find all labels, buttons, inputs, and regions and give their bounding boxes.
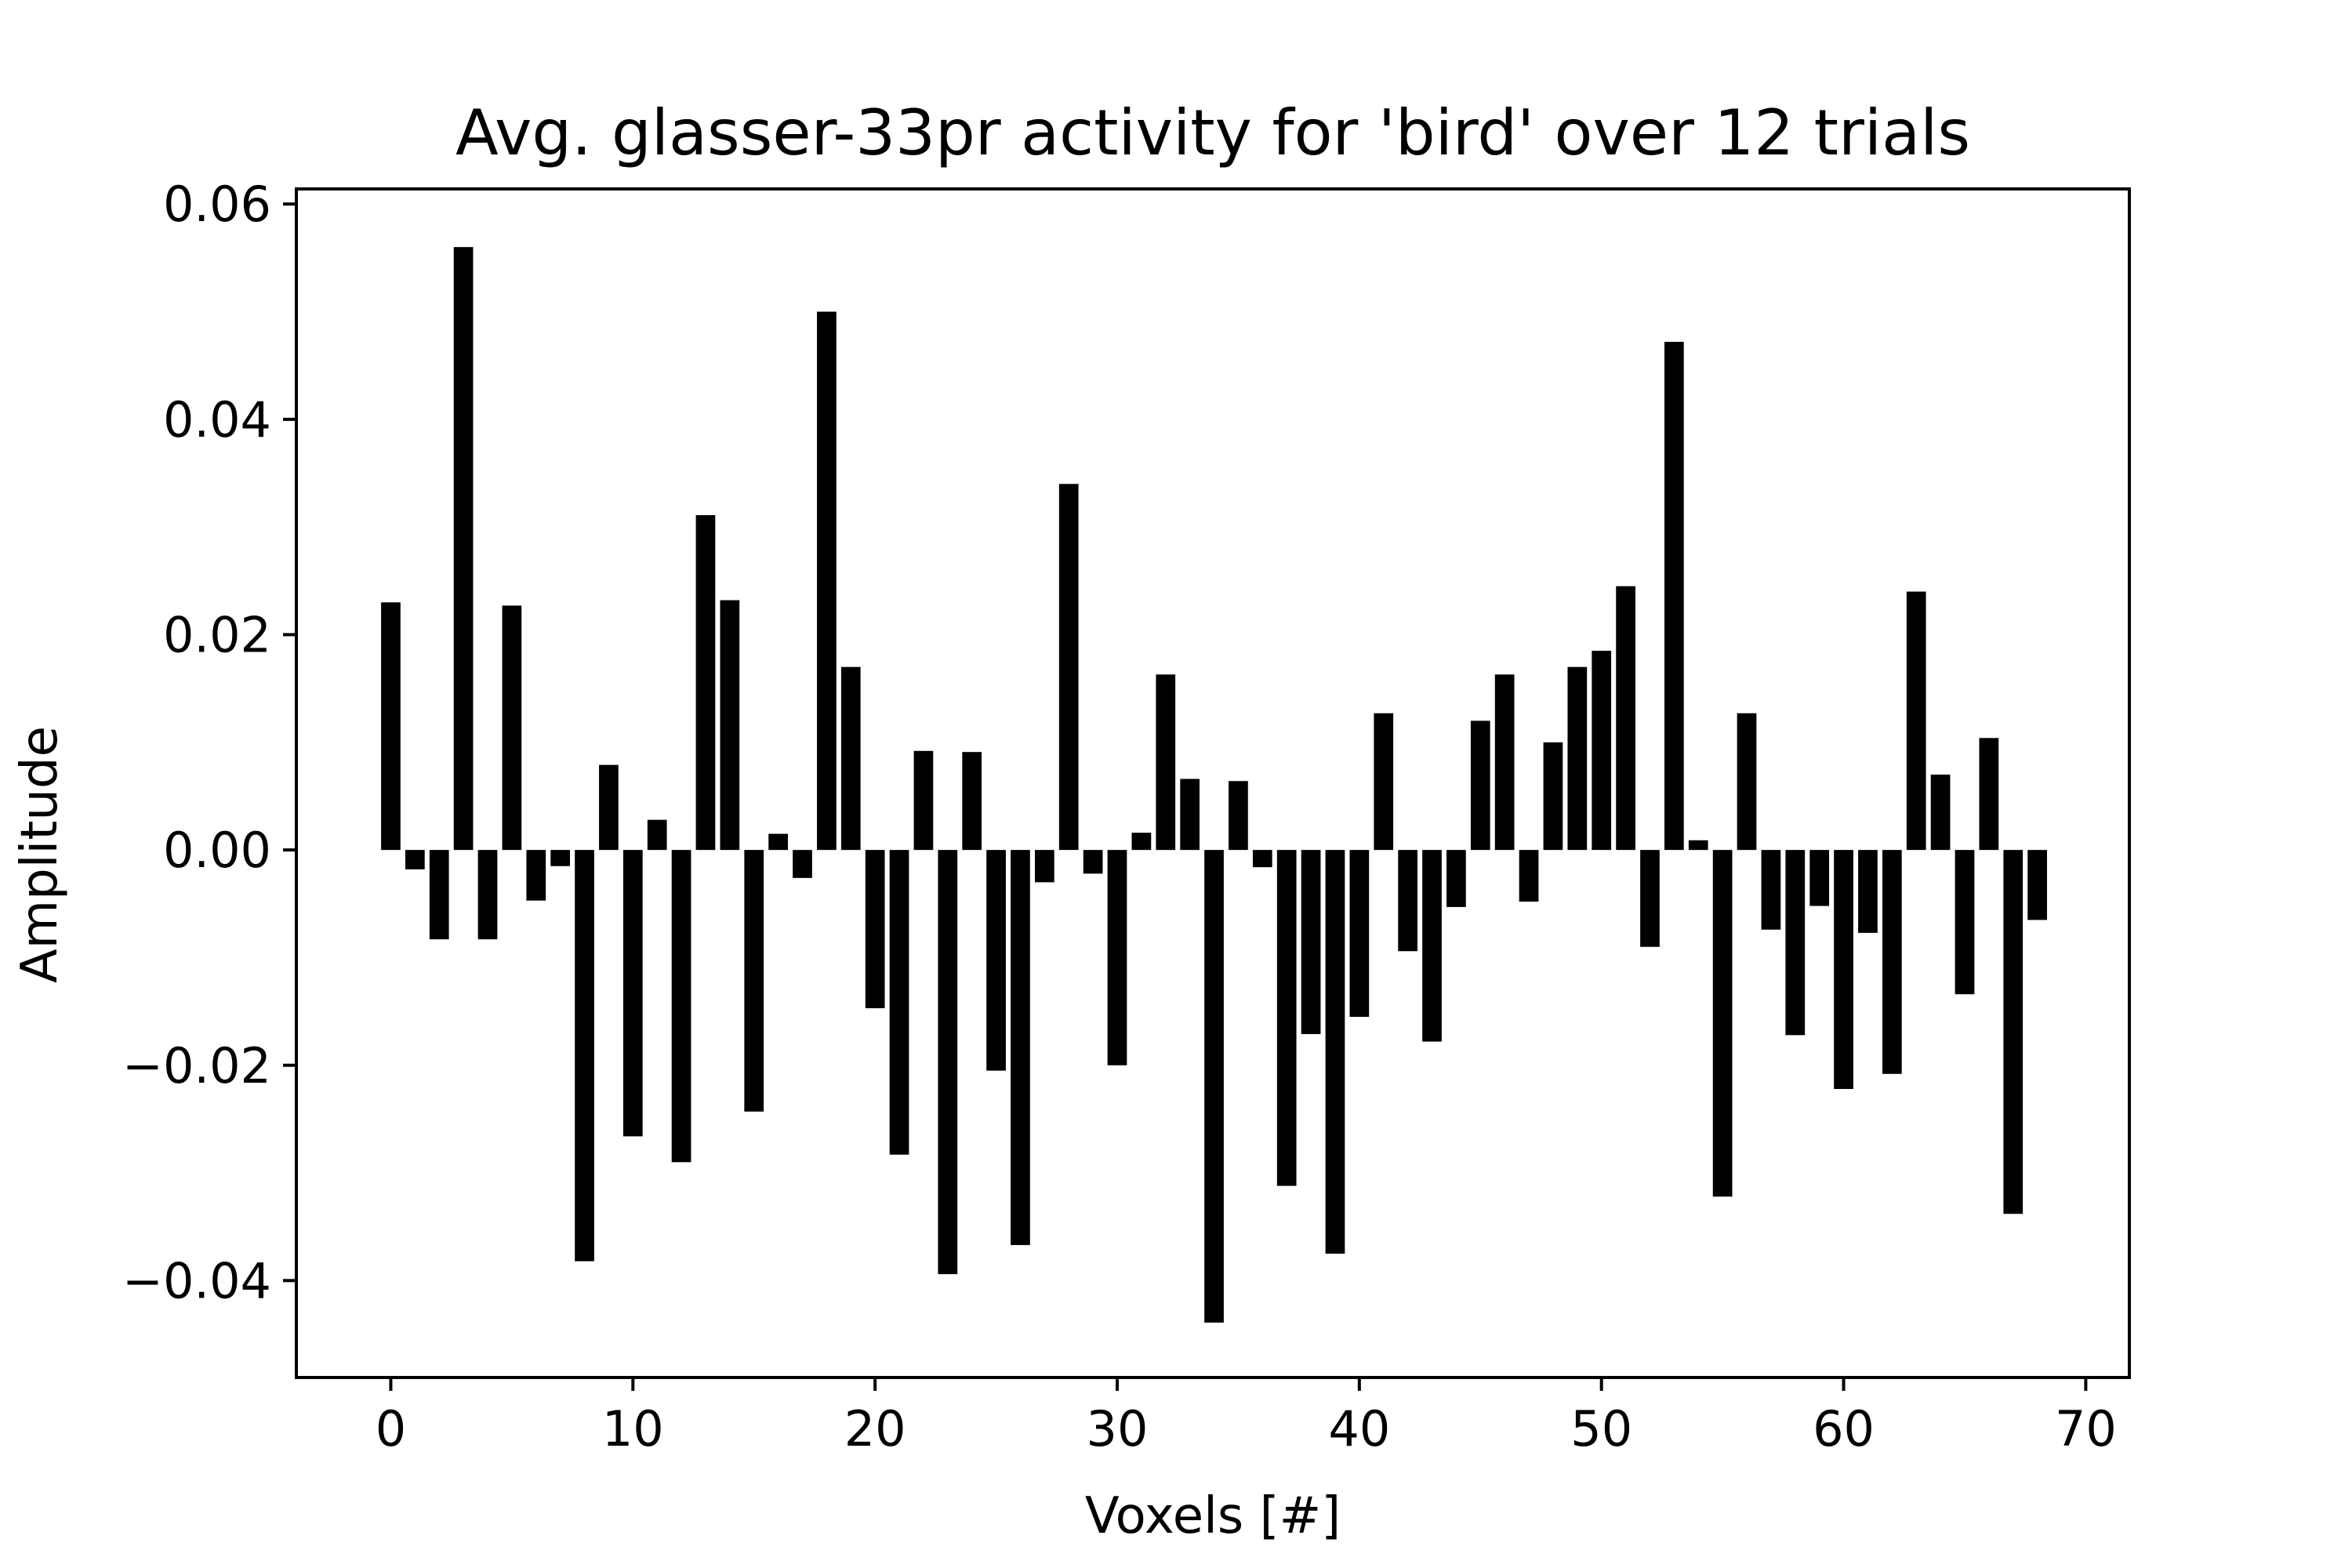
bar-voxel-12 bbox=[671, 850, 691, 1163]
bar-voxel-54 bbox=[1688, 840, 1708, 851]
bar-voxel-4 bbox=[477, 850, 498, 940]
x-axis-label: Voxels [#] bbox=[1085, 1487, 1341, 1545]
bar-voxel-6 bbox=[526, 850, 546, 901]
bar-voxel-43 bbox=[1422, 850, 1442, 1042]
bar-voxel-59 bbox=[1809, 850, 1830, 906]
bar-voxel-28 bbox=[1058, 484, 1079, 851]
plot-area bbox=[381, 247, 2047, 1323]
bar-voxel-1 bbox=[405, 850, 425, 869]
x-tick-label: 20 bbox=[844, 1400, 906, 1457]
bar-voxel-61 bbox=[1858, 850, 1878, 933]
bar-voxel-23 bbox=[938, 850, 958, 1275]
bar-voxel-36 bbox=[1252, 850, 1272, 868]
bar-voxel-9 bbox=[599, 764, 619, 851]
bar-voxel-47 bbox=[1519, 850, 1539, 902]
y-tick-label: 0.02 bbox=[163, 607, 271, 664]
bar-voxel-20 bbox=[865, 850, 885, 1008]
bar-voxel-13 bbox=[695, 515, 716, 851]
bar-voxel-41 bbox=[1374, 713, 1394, 851]
bar-voxel-2 bbox=[429, 850, 449, 940]
y-tick-label: −0.02 bbox=[122, 1037, 271, 1094]
y-tick-label: 0.04 bbox=[163, 391, 271, 448]
bar-voxel-39 bbox=[1325, 850, 1345, 1254]
bar-voxel-33 bbox=[1180, 779, 1200, 851]
bar-voxel-3 bbox=[453, 247, 474, 851]
bar-voxel-7 bbox=[550, 850, 570, 866]
bar-voxel-68 bbox=[2027, 850, 2047, 920]
bar-voxel-60 bbox=[1834, 850, 1853, 1089]
chart-title: Avg. glasser-33pr activity for 'bird' ov… bbox=[456, 96, 1970, 169]
bar-voxel-22 bbox=[913, 750, 934, 851]
bar-voxel-38 bbox=[1301, 850, 1321, 1034]
bar-voxel-8 bbox=[575, 850, 594, 1261]
bar-voxel-44 bbox=[1446, 850, 1466, 907]
bar-voxel-34 bbox=[1204, 850, 1224, 1323]
bar-voxel-50 bbox=[1592, 651, 1612, 851]
bar-voxel-31 bbox=[1131, 833, 1152, 851]
x-tick-label: 40 bbox=[1328, 1400, 1390, 1457]
bar-voxel-55 bbox=[1712, 850, 1733, 1197]
bar-voxel-25 bbox=[986, 850, 1006, 1071]
bar-voxel-29 bbox=[1083, 850, 1103, 874]
bar-voxel-24 bbox=[962, 752, 982, 851]
bar-voxel-67 bbox=[2003, 850, 2024, 1214]
bar-voxel-21 bbox=[889, 850, 909, 1155]
bar-voxel-35 bbox=[1229, 781, 1248, 851]
bar-voxel-65 bbox=[1955, 850, 1975, 995]
bar-voxel-26 bbox=[1011, 850, 1030, 1246]
bar-voxel-49 bbox=[1567, 666, 1588, 851]
axes-frame bbox=[295, 187, 2131, 1379]
bar-voxel-58 bbox=[1785, 850, 1806, 1036]
bar-voxel-63 bbox=[1906, 591, 1926, 851]
bar-voxel-27 bbox=[1034, 850, 1054, 883]
bar-voxel-66 bbox=[1979, 738, 1999, 851]
bar-voxel-56 bbox=[1737, 713, 1757, 851]
bar-voxel-10 bbox=[622, 850, 643, 1137]
y-tick-label: 0.00 bbox=[163, 822, 271, 879]
bar-voxel-64 bbox=[1930, 775, 1951, 851]
x-tick-label: 70 bbox=[2055, 1400, 2117, 1457]
y-tick-label: −0.04 bbox=[122, 1252, 271, 1309]
x-tick-label: 30 bbox=[1087, 1400, 1149, 1457]
bar-voxel-0 bbox=[381, 602, 401, 851]
y-axis-label: Amplitude bbox=[11, 726, 69, 983]
bar-voxel-51 bbox=[1616, 586, 1635, 851]
bar-voxel-52 bbox=[1640, 850, 1660, 947]
x-tick-label: 60 bbox=[1813, 1400, 1875, 1457]
x-tick-label: 0 bbox=[376, 1400, 406, 1457]
bar-voxel-45 bbox=[1470, 720, 1490, 851]
bar-voxel-37 bbox=[1276, 850, 1297, 1186]
bar-voxel-32 bbox=[1156, 674, 1176, 851]
bar-voxel-62 bbox=[1882, 850, 1902, 1074]
bar-voxel-5 bbox=[502, 605, 522, 851]
bar-voxel-19 bbox=[840, 666, 861, 851]
bar-voxel-53 bbox=[1664, 341, 1684, 851]
bar-voxel-40 bbox=[1349, 850, 1370, 1017]
bar-voxel-18 bbox=[817, 311, 837, 851]
bar-voxel-15 bbox=[744, 850, 764, 1112]
bar-voxel-14 bbox=[720, 600, 740, 851]
bar-voxel-17 bbox=[793, 850, 812, 878]
x-tick-label: 10 bbox=[602, 1400, 664, 1457]
bar-voxel-30 bbox=[1107, 850, 1127, 1065]
y-tick-label: 0.06 bbox=[163, 176, 271, 233]
bar-voxel-16 bbox=[768, 833, 788, 851]
x-tick-label: 50 bbox=[1570, 1400, 1632, 1457]
bar-voxel-42 bbox=[1398, 850, 1417, 952]
bar-voxel-46 bbox=[1494, 674, 1515, 851]
bar-voxel-48 bbox=[1543, 742, 1563, 851]
bar-voxel-11 bbox=[647, 819, 667, 851]
bar-voxel-57 bbox=[1761, 850, 1781, 930]
axes: 0 10 20 30 40 50 60 70 −0.04 −0.02 0.00 0.02 0.04 0.0… bbox=[122, 176, 2131, 1457]
